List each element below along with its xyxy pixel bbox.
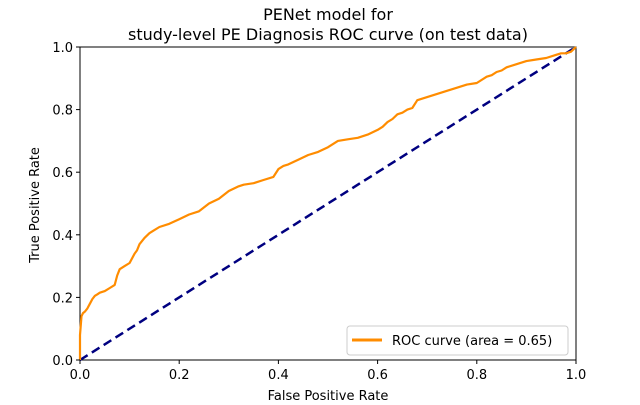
chance-diagonal-line	[79, 45, 577, 362]
x-tick-label: 1.0	[566, 368, 587, 383]
plot-area: 0.0 0.2 0.4 0.6 0.8 1.0 0.0 0.2 0.4 0.6 0.8 1.0	[52, 41, 586, 383]
y-tick-label: 0.4	[52, 229, 73, 244]
x-axis-label: False Positive Rate	[268, 389, 389, 404]
y-tick-label: 0.6	[52, 166, 73, 181]
chart-title-line-1: PENet model for	[263, 5, 393, 24]
chart-title-line-2: study-level PE Diagnosis ROC curve (on t…	[128, 25, 528, 44]
y-axis-label: True Positive Rate	[28, 147, 43, 264]
legend-box	[346, 325, 569, 356]
y-tick-label: 0.0	[52, 354, 73, 369]
legend-label-roc: ROC curve (area = 0.65)	[392, 334, 552, 349]
legend: ROC curve (area = 0.65)	[346, 325, 569, 356]
x-tick-label: 0.0	[70, 368, 91, 383]
plot-frame	[79, 46, 577, 361]
x-tick-label: 0.6	[367, 368, 388, 383]
roc-curve-line	[78, 46, 577, 360]
x-tick-label: 0.8	[466, 368, 487, 383]
y-tick-label: 0.2	[52, 291, 73, 306]
x-tick-label: 0.4	[268, 368, 289, 383]
y-tick-label: 1.0	[52, 41, 73, 56]
y-tick-label: 0.8	[52, 104, 73, 119]
x-tick-label: 0.2	[169, 368, 190, 383]
